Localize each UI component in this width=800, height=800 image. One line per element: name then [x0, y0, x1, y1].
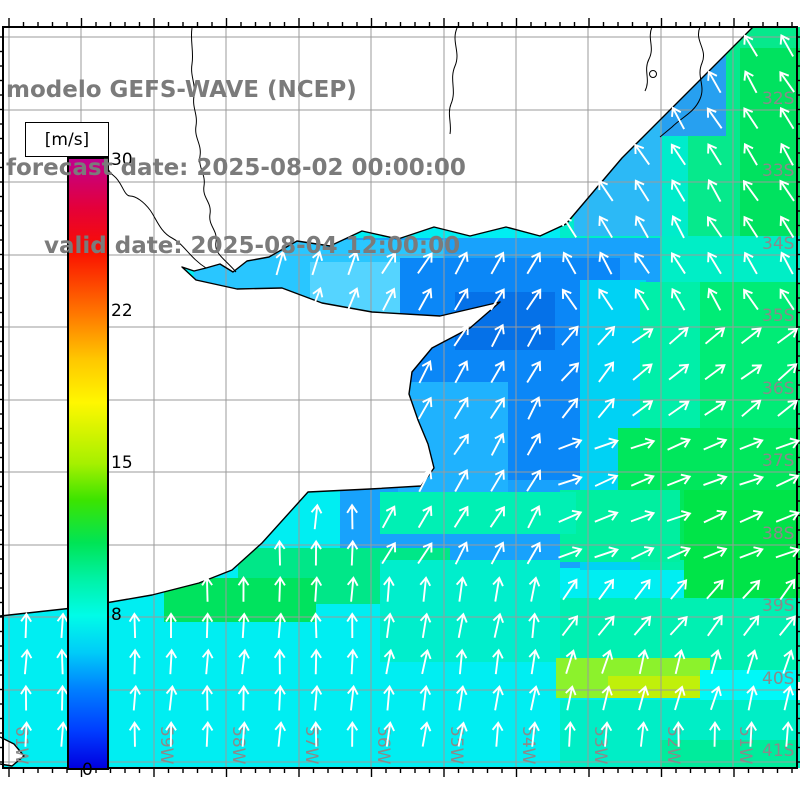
colorbar-tick-label: 15: [111, 453, 133, 473]
colorbar-tick-label: 8: [111, 605, 122, 625]
lat-label: 35S: [762, 306, 795, 326]
colorbar-tick-label: 30: [111, 150, 133, 170]
lat-label: 41S: [762, 741, 795, 761]
colorbar-tick-label: 0: [82, 760, 93, 780]
model-title: modelo GEFS-WAVE (NCEP): [6, 77, 357, 103]
lat-label: 34S: [762, 234, 795, 254]
colorbar-tick-label: 22: [111, 301, 133, 321]
lat-label: 39S: [762, 596, 795, 616]
lat-label: 33S: [762, 161, 795, 181]
valid-date: valid date: 2025-08-04 12:00:00: [44, 233, 461, 259]
lat-label: 36S: [762, 379, 795, 399]
lat-label: 40S: [762, 669, 795, 689]
colorbar-unit-label: [m/s]: [25, 122, 109, 157]
colorbar-gradient: [67, 157, 109, 770]
lat-label: 32S: [762, 89, 795, 109]
lon-label: 51W: [735, 726, 755, 765]
forecast-date: forecast date: 2025-08-02 00:00:00: [6, 155, 466, 181]
lat-label: 37S: [762, 451, 795, 471]
plot-title-block: modelo GEFS-WAVE (NCEP) forecast date: 2…: [6, 25, 466, 311]
lat-label: 38S: [762, 524, 795, 544]
